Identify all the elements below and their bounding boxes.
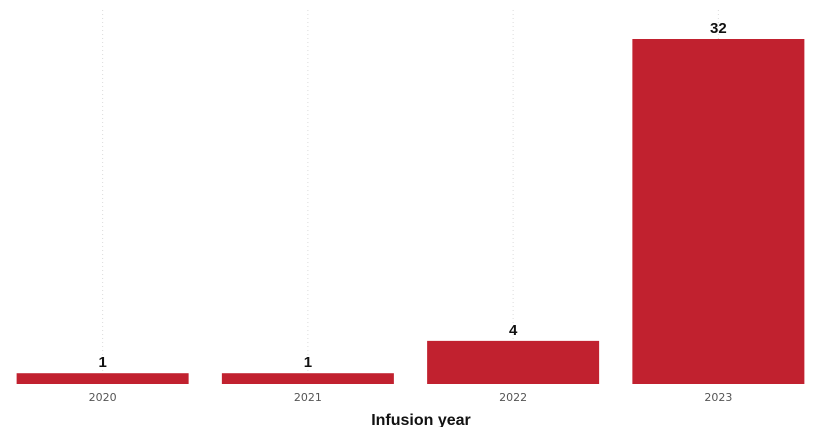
data-label-2023: 32 (710, 20, 727, 37)
bar-2021 (221, 373, 394, 384)
bar-2022 (427, 340, 600, 384)
data-label-2021: 1 (304, 354, 312, 371)
x-tick-label-2023: 2023 (704, 391, 732, 404)
bar-2023 (632, 39, 805, 384)
gridlines (102, 10, 719, 384)
x-tick-label-2022: 2022 (499, 391, 527, 404)
x-tick-label-2020: 2020 (89, 391, 117, 404)
x-tick-label-2021: 2021 (294, 391, 322, 404)
data-label-2020: 1 (98, 354, 106, 371)
data-labels: 1 1 4 32 (98, 20, 726, 371)
data-label-2022: 4 (509, 322, 518, 339)
bars (16, 39, 805, 384)
x-axis-title: Infusion year (371, 412, 471, 427)
x-tick-labels: 2020 2021 2022 2023 (89, 391, 733, 404)
bar-2020 (16, 373, 189, 384)
